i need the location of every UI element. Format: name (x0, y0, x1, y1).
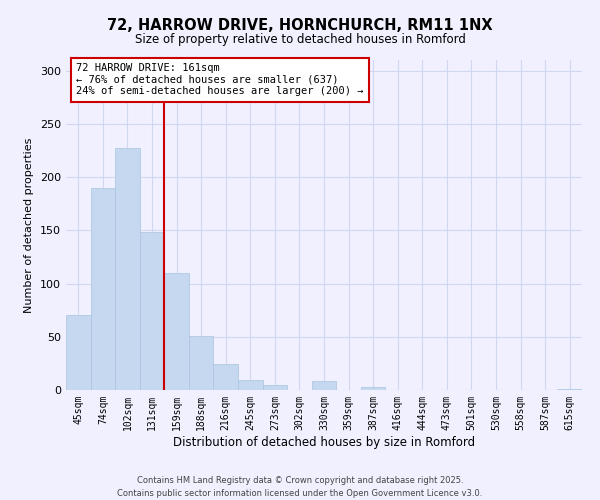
Bar (238, 380, 263, 390)
Bar (214, 364, 238, 390)
Text: 72 HARROW DRIVE: 161sqm
← 76% of detached houses are smaller (637)
24% of semi-d: 72 HARROW DRIVE: 161sqm ← 76% of detache… (76, 64, 364, 96)
Text: Contains HM Land Registry data © Crown copyright and database right 2025.
Contai: Contains HM Land Registry data © Crown c… (118, 476, 482, 498)
Bar (312, 382, 336, 390)
Bar (66, 316, 91, 390)
Text: 72, HARROW DRIVE, HORNCHURCH, RM11 1NX: 72, HARROW DRIVE, HORNCHURCH, RM11 1NX (107, 18, 493, 32)
X-axis label: Distribution of detached houses by size in Romford: Distribution of detached houses by size … (173, 436, 475, 448)
Bar (557, 389, 582, 390)
Bar (189, 336, 214, 390)
Bar (140, 232, 164, 390)
Y-axis label: Number of detached properties: Number of detached properties (25, 138, 34, 312)
Bar (115, 148, 140, 390)
Bar (263, 384, 287, 390)
Bar (91, 188, 115, 390)
Text: Size of property relative to detached houses in Romford: Size of property relative to detached ho… (134, 32, 466, 46)
Bar (164, 273, 189, 390)
Bar (361, 387, 385, 390)
